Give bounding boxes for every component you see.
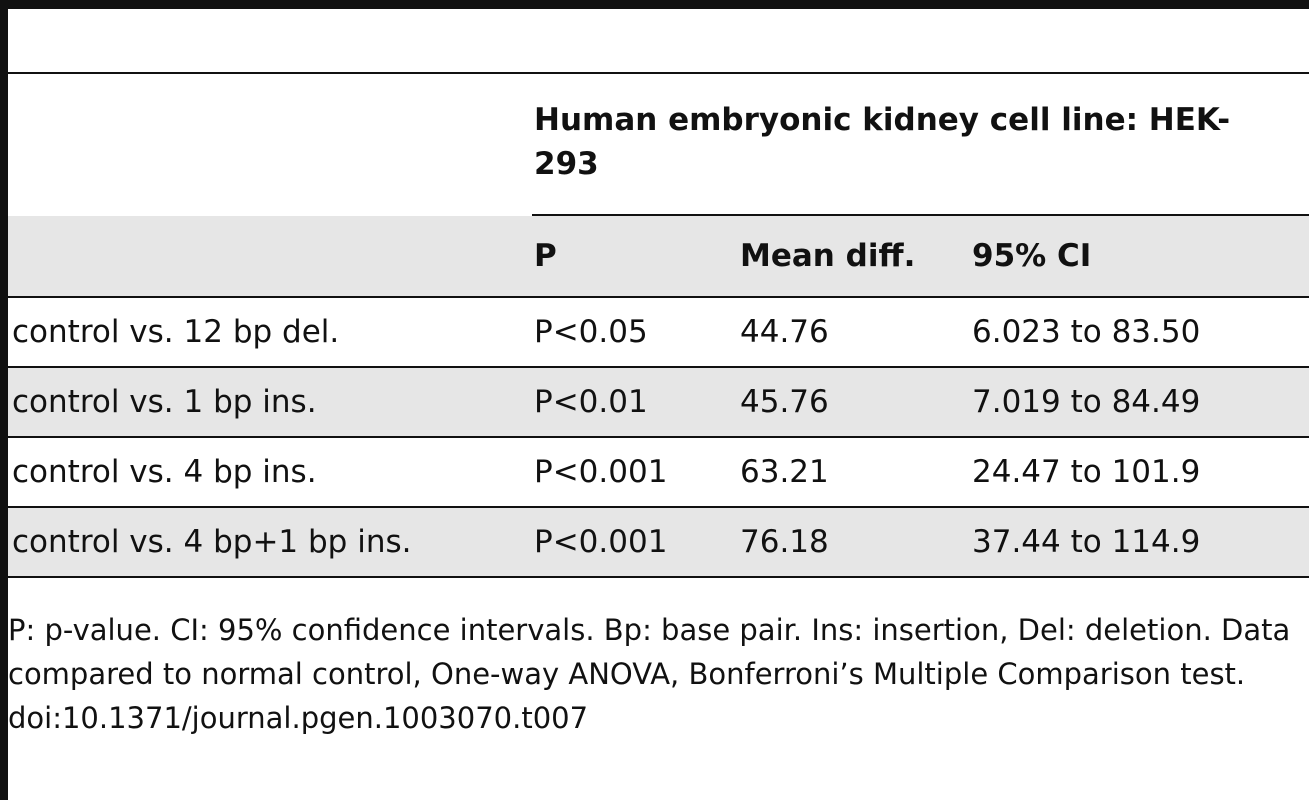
table-footnote: P: p-value. CI: 95% confidence intervals… <box>8 608 1298 740</box>
group-header-title: Human embryonic kidney cell line: HEK-29… <box>534 102 1231 182</box>
table-row: control vs. 4 bp ins. P<0.001 63.21 24.4… <box>8 438 1309 508</box>
footnote-text: P: p-value. CI: 95% confidence intervals… <box>8 613 1291 691</box>
mean-diff-cell: 45.76 <box>740 384 829 420</box>
p-cell: P<0.001 <box>534 524 668 560</box>
comparison-cell: control vs. 12 bp del. <box>12 314 340 350</box>
ci-cell: 24.47 to 101.9 <box>972 454 1201 490</box>
ci-cell: 6.023 to 83.50 <box>972 314 1201 350</box>
column-header-ci: 95% CI <box>972 238 1092 274</box>
mean-diff-cell: 76.18 <box>740 524 829 560</box>
comparison-cell: control vs. 1 bp ins. <box>12 384 317 420</box>
mean-diff-cell: 63.21 <box>740 454 829 490</box>
p-cell: P<0.001 <box>534 454 668 490</box>
top-rule <box>0 0 1309 9</box>
mean-diff-cell: 44.76 <box>740 314 829 350</box>
column-header-row: P Mean diff. 95% CI <box>8 216 1309 298</box>
group-header-rule <box>532 214 1309 216</box>
p-cell: P<0.01 <box>534 384 648 420</box>
footnote-doi: doi:10.1371/journal.pgen.1003070.t007 <box>8 701 589 735</box>
table-row: control vs. 1 bp ins. P<0.01 45.76 7.019… <box>8 368 1309 438</box>
table-row: control vs. 12 bp del. P<0.05 44.76 6.02… <box>8 298 1309 368</box>
comparison-cell: control vs. 4 bp ins. <box>12 454 317 490</box>
group-header-row: Human embryonic kidney cell line: HEK-29… <box>8 74 1309 216</box>
ci-cell: 7.019 to 84.49 <box>972 384 1201 420</box>
column-header-p: P <box>534 238 557 274</box>
column-header-mean-diff: Mean diff. <box>740 238 916 274</box>
table-top-rule <box>8 72 1309 74</box>
results-table: Human embryonic kidney cell line: HEK-29… <box>8 72 1309 578</box>
ci-cell: 37.44 to 114.9 <box>972 524 1201 560</box>
table-row: control vs. 4 bp+1 bp ins. P<0.001 76.18… <box>8 508 1309 578</box>
p-cell: P<0.05 <box>534 314 648 350</box>
comparison-cell: control vs. 4 bp+1 bp ins. <box>12 524 412 560</box>
left-border <box>0 0 8 800</box>
